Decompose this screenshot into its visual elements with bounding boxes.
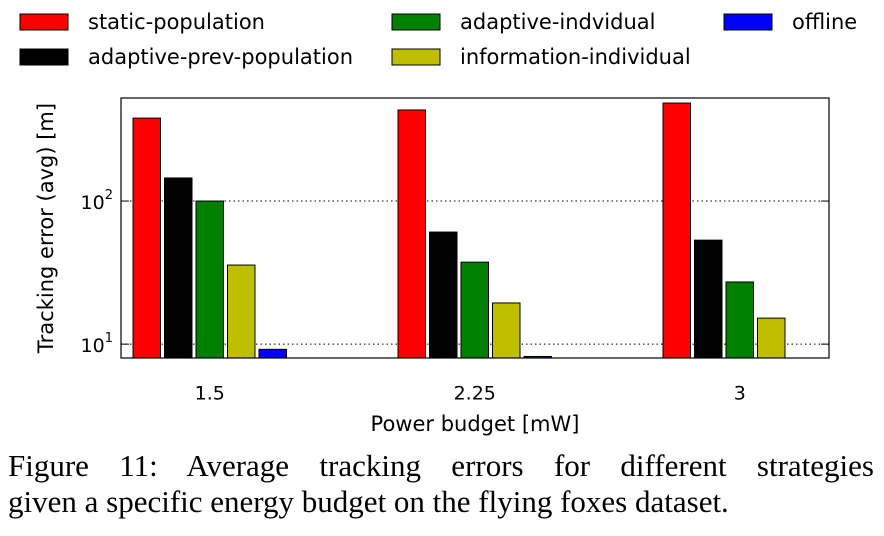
bar (492, 302, 521, 359)
bar (662, 102, 691, 359)
bar (460, 261, 489, 359)
bar (429, 231, 458, 359)
legend-label: information-individual (460, 45, 691, 69)
x-tick-label: 3 (734, 383, 746, 405)
x-tick-label: 1.5 (195, 383, 225, 405)
legend-label: adaptive-indvidual (460, 10, 655, 34)
x-tick-label: 2.25 (454, 383, 496, 405)
plot-frame (120, 97, 830, 359)
legend-label: offline (792, 10, 857, 34)
x-axis-label: Power budget [mW] (371, 412, 580, 436)
bar (694, 239, 723, 359)
legend-swatch (391, 48, 441, 66)
bar (258, 348, 287, 359)
bar (227, 264, 256, 359)
bar (195, 200, 224, 359)
caption: Figure 11: Average tracking errors for d… (8, 448, 874, 520)
chart: Tracking error (avg) [m] Power budget [m… (19, 10, 857, 436)
y-tick-label: 101 (81, 331, 113, 357)
bar (725, 281, 754, 359)
legend-swatch (19, 48, 69, 66)
bar (397, 109, 426, 359)
legend-label: adaptive-prev-population (88, 45, 353, 69)
bar (132, 117, 161, 359)
legend-swatch (19, 13, 69, 31)
y-tick-label: 102 (81, 188, 113, 214)
caption-line: given a specific energy budget on the fl… (8, 484, 729, 519)
caption-line: Figure 11: Average tracking errors for d… (8, 448, 874, 483)
legend-label: static-population (88, 10, 265, 34)
y-axis-label: Tracking error (avg) [m] (34, 103, 58, 354)
legend-swatch (723, 13, 773, 31)
bar (164, 177, 193, 359)
legend-swatch (391, 13, 441, 31)
bar (757, 317, 786, 359)
